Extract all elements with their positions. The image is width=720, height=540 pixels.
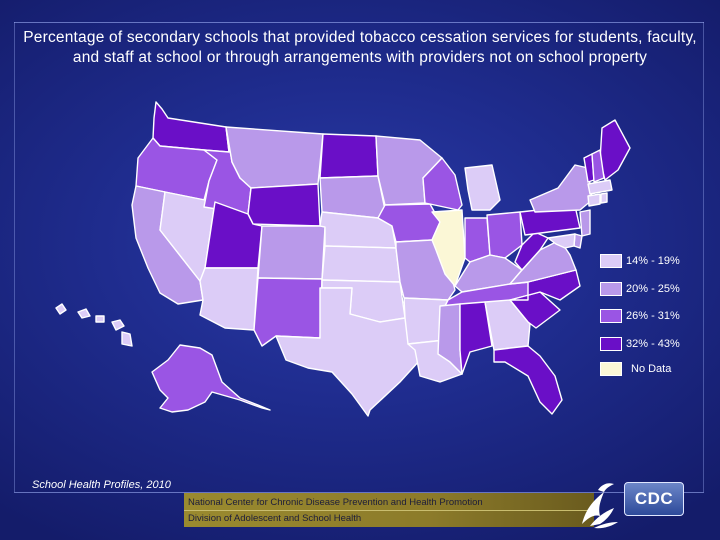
state-il	[431, 209, 466, 287]
state-md	[547, 233, 576, 249]
state-nh	[591, 149, 605, 183]
state-az	[199, 267, 259, 331]
state-ks	[321, 245, 401, 283]
logos: CDC	[576, 476, 686, 532]
state-nc	[509, 269, 581, 301]
legend-item: 20% - 25%	[600, 280, 710, 298]
legend-item: No Data	[600, 360, 710, 378]
state-ct	[587, 193, 601, 207]
state-wy	[247, 183, 321, 227]
left-frame-line	[14, 22, 15, 492]
hhs-eagle-icon	[582, 483, 618, 529]
state-ri	[600, 192, 608, 204]
legend-item: 32% - 43%	[600, 335, 710, 353]
legend-swatch	[600, 362, 622, 376]
legend-swatch	[600, 309, 622, 323]
state-wa	[152, 101, 230, 153]
state-mt	[225, 126, 324, 189]
footer-band: National Center for Chronic Disease Prev…	[184, 493, 594, 527]
state-tx	[275, 287, 421, 417]
bottom-frame-line	[14, 492, 704, 493]
state-mi	[464, 164, 501, 211]
cdc-logo: CDC	[624, 482, 684, 516]
state-ga	[484, 299, 531, 351]
state-fl	[493, 345, 563, 415]
state-ny	[529, 164, 593, 213]
footer-divider	[184, 510, 594, 511]
state-ak	[151, 344, 271, 413]
legend-item: 14% - 19%	[600, 252, 710, 270]
right-frame-line	[703, 22, 704, 492]
state-in	[464, 217, 491, 263]
legend-swatch	[600, 282, 622, 296]
legend-item: 26% - 31%	[600, 307, 710, 325]
state-ma	[587, 179, 613, 195]
legend-label: 14% - 19%	[626, 255, 680, 267]
legend-label: 32% - 43%	[626, 338, 680, 350]
state-va	[509, 239, 577, 285]
state-nd	[319, 133, 379, 179]
state-hi	[55, 303, 133, 347]
state-me	[599, 119, 631, 181]
state-nm	[253, 277, 323, 347]
state-co	[257, 225, 326, 280]
legend-label: 26% - 31%	[626, 310, 680, 322]
state-wi	[422, 157, 463, 211]
legend-swatch	[600, 254, 622, 268]
legend-label: 20% - 25%	[626, 283, 680, 295]
footer-division-name: Division of Adolescent and School Health	[188, 513, 362, 524]
top-frame-line	[14, 22, 704, 23]
state-oh	[486, 211, 523, 259]
state-nj	[579, 209, 591, 237]
source-citation: School Health Profiles, 2010	[32, 479, 171, 491]
legend-label: No Data	[631, 363, 672, 375]
legend-swatch	[600, 337, 622, 351]
footer-center-name: National Center for Chronic Disease Prev…	[188, 497, 483, 508]
page-title: Percentage of secondary schools that pro…	[23, 29, 697, 66]
state-sd	[319, 175, 386, 219]
